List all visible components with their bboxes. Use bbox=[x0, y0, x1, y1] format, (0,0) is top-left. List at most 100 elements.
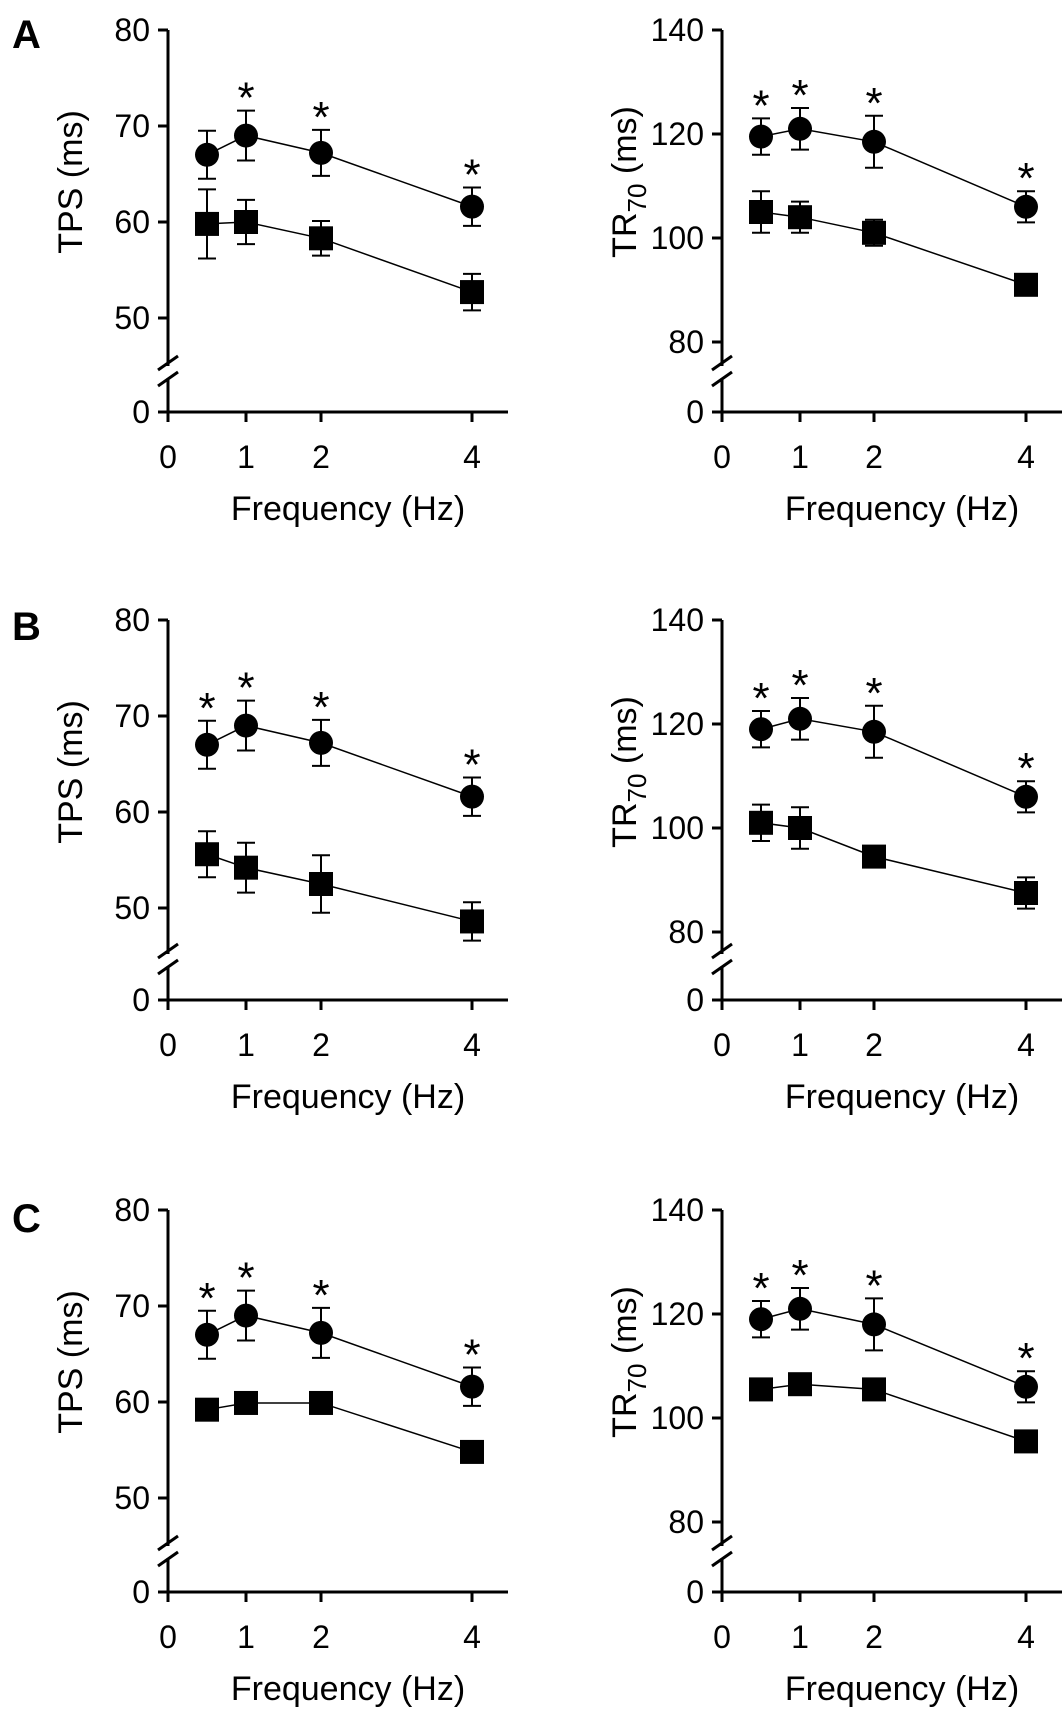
plot-panel-0: 80 70 60 50 00 1 2 4 Frequency (Hz) TPS (ms) * * * bbox=[52, 12, 508, 528]
y-axis-title: TR70 (ms) bbox=[606, 1286, 652, 1438]
panel-letter-c: C bbox=[12, 1197, 41, 1241]
data-point-circle bbox=[309, 730, 333, 755]
axis-break-mark bbox=[157, 370, 179, 388]
y-tick-label: 70 bbox=[114, 108, 150, 144]
data-point-square bbox=[195, 842, 219, 867]
x-tick-label: 0 bbox=[159, 1027, 177, 1063]
significance-star: * bbox=[237, 1254, 254, 1303]
data-point-square bbox=[195, 1397, 219, 1422]
x-axis-title: Frequency (Hz) bbox=[785, 1078, 1019, 1116]
y-axis-title-main: TPS (ms) bbox=[52, 1290, 90, 1434]
x-tick-label: 1 bbox=[791, 439, 809, 475]
data-point-square bbox=[749, 200, 773, 224]
data-point-circle bbox=[309, 140, 333, 165]
significance-star: * bbox=[791, 71, 808, 120]
significance-star: * bbox=[237, 664, 254, 713]
y-tick-label: 80 bbox=[668, 914, 704, 950]
series-line-circle bbox=[760, 718, 1027, 798]
data-point-circle bbox=[460, 784, 484, 809]
y-tick-label: 100 bbox=[651, 1400, 704, 1436]
data-point-circle bbox=[460, 1374, 484, 1399]
y-tick-label: 60 bbox=[114, 794, 150, 830]
series-line-square bbox=[206, 221, 473, 293]
data-point-square bbox=[309, 226, 333, 251]
y-tick-label: 0 bbox=[132, 982, 150, 1018]
y-axis-title-subscript: 70 bbox=[622, 774, 652, 803]
significance-star: * bbox=[463, 150, 480, 199]
x-tick-label: 1 bbox=[237, 1619, 255, 1655]
y-tick-label: 120 bbox=[651, 116, 704, 152]
series-line-circle bbox=[206, 1314, 473, 1388]
series-line-square bbox=[760, 211, 1027, 286]
x-tick-label: 0 bbox=[713, 1619, 731, 1655]
y-tick-label: 100 bbox=[651, 810, 704, 846]
data-point-circle bbox=[749, 717, 773, 742]
significance-star: * bbox=[791, 661, 808, 710]
axis-break-mark bbox=[157, 1550, 179, 1568]
x-tick-label: 1 bbox=[237, 439, 255, 475]
y-axis-title: TPS (ms) bbox=[52, 110, 90, 254]
y-axis-title: TR70 (ms) bbox=[606, 696, 652, 848]
y-tick-label: 140 bbox=[651, 1192, 704, 1228]
significance-star: * bbox=[1017, 1334, 1034, 1383]
series-line-circle bbox=[206, 724, 473, 798]
x-tick-label: 4 bbox=[1017, 1619, 1035, 1655]
significance-star: * bbox=[865, 669, 882, 718]
y-axis-title: TR70 (ms) bbox=[606, 106, 652, 258]
x-tick-label: 4 bbox=[463, 1619, 481, 1655]
significance-star: * bbox=[198, 684, 215, 733]
data-point-square bbox=[1014, 1429, 1038, 1454]
series-line-circle bbox=[206, 134, 473, 208]
significance-star: * bbox=[865, 1261, 882, 1310]
y-tick-label: 80 bbox=[668, 1504, 704, 1540]
x-tick-label: 4 bbox=[463, 439, 481, 475]
data-point-circle bbox=[862, 719, 886, 744]
panel-letter-a: A bbox=[12, 13, 41, 57]
x-axis-title: Frequency (Hz) bbox=[785, 490, 1019, 528]
x-tick-label: 2 bbox=[865, 1027, 883, 1063]
y-axis-title-main: TPS (ms) bbox=[52, 700, 90, 844]
x-tick-label: 1 bbox=[791, 1027, 809, 1063]
data-point-square bbox=[862, 844, 886, 869]
data-point-circle bbox=[862, 129, 886, 154]
x-tick-label: 2 bbox=[865, 439, 883, 475]
y-axis-title: TPS (ms) bbox=[52, 1290, 90, 1434]
data-point-square bbox=[234, 1390, 258, 1415]
significance-star: * bbox=[312, 93, 329, 142]
significance-star: * bbox=[463, 1330, 480, 1379]
y-tick-label: 0 bbox=[686, 394, 704, 430]
data-point-circle bbox=[234, 123, 258, 148]
x-tick-label: 2 bbox=[865, 1619, 883, 1655]
x-tick-label: 0 bbox=[159, 1619, 177, 1655]
series-line-square bbox=[760, 1383, 1027, 1443]
data-point-circle bbox=[788, 706, 812, 731]
y-axis-title-subscript: 70 bbox=[622, 184, 652, 213]
data-point-square bbox=[1014, 272, 1038, 297]
y-axis-title-main: TR bbox=[606, 1393, 644, 1438]
y-tick-label: 70 bbox=[114, 698, 150, 734]
data-point-circle bbox=[460, 194, 484, 219]
series-line-circle bbox=[760, 1308, 1027, 1388]
x-tick-label: 4 bbox=[1017, 439, 1035, 475]
data-point-circle bbox=[749, 1307, 773, 1332]
y-tick-label: 80 bbox=[114, 1192, 150, 1228]
data-point-square bbox=[309, 1390, 333, 1415]
data-point-square bbox=[460, 280, 484, 305]
y-tick-label: 140 bbox=[651, 12, 704, 48]
data-point-circle bbox=[195, 732, 219, 757]
x-tick-label: 0 bbox=[713, 1027, 731, 1063]
plot-panel-5: 140 120 100 80 00 1 2 4 Frequency (Hz) TR70 (ms) *… bbox=[606, 1192, 1062, 1708]
y-tick-label: 140 bbox=[651, 602, 704, 638]
x-axis-title: Frequency (Hz) bbox=[785, 1670, 1019, 1708]
data-point-square bbox=[460, 909, 484, 934]
y-tick-label: 100 bbox=[651, 220, 704, 256]
data-point-circle bbox=[862, 1312, 886, 1337]
data-point-square bbox=[309, 872, 333, 896]
y-tick-label: 80 bbox=[668, 324, 704, 360]
x-axis-title: Frequency (Hz) bbox=[231, 1670, 465, 1708]
axis-break-mark bbox=[157, 354, 179, 372]
plot-panel-3: 140 120 100 80 00 1 2 4 Frequency (Hz) TR70 (ms) *… bbox=[606, 602, 1062, 1116]
y-axis-title-subscript: 70 bbox=[622, 1364, 652, 1393]
y-tick-label: 50 bbox=[114, 890, 150, 926]
